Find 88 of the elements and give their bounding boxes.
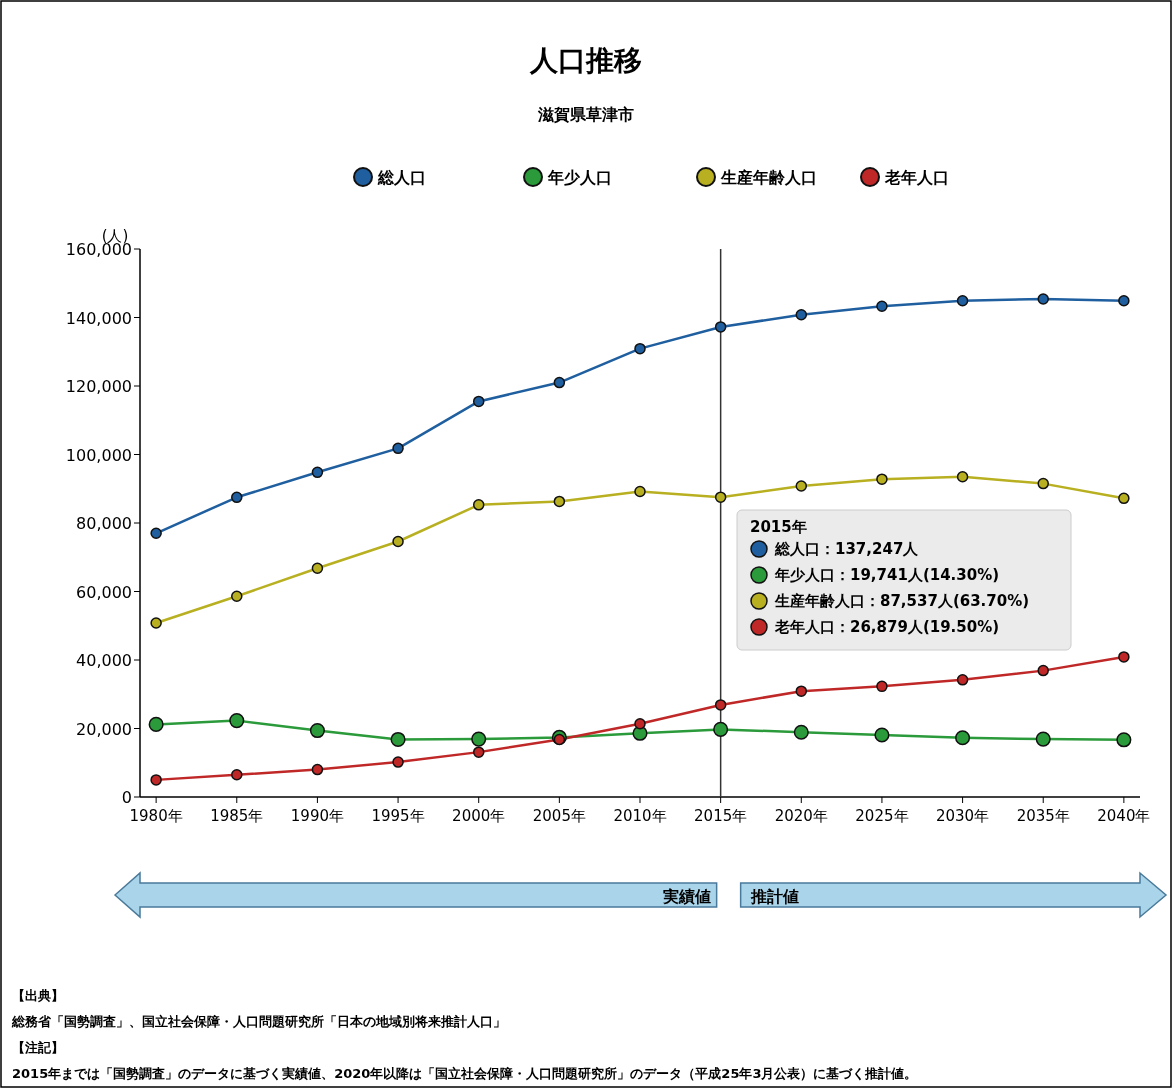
point xyxy=(795,480,808,492)
point xyxy=(471,731,487,747)
point xyxy=(311,562,324,574)
point xyxy=(309,723,325,739)
point xyxy=(634,485,646,498)
y-tick-label: 120,000 xyxy=(65,377,132,396)
point xyxy=(1116,732,1132,748)
point xyxy=(392,756,404,768)
point xyxy=(472,395,485,408)
point xyxy=(876,680,888,693)
point xyxy=(955,730,971,746)
x-tick-label: 2025年 xyxy=(855,807,909,825)
point xyxy=(150,774,162,786)
x-tick-label: 2015年 xyxy=(694,807,748,825)
point xyxy=(390,731,406,748)
point xyxy=(956,674,969,686)
point xyxy=(553,495,566,508)
point xyxy=(793,724,809,740)
x-tick-label: 1980年 xyxy=(129,807,183,825)
y-tick-label: 140,000 xyxy=(65,308,132,328)
annotation: 老年人口：26,879人(19.50%) xyxy=(774,618,1000,636)
point xyxy=(714,699,727,711)
point xyxy=(553,376,566,389)
point xyxy=(1118,294,1130,307)
x-tick-label: 1985年 xyxy=(210,807,264,825)
arrow-actual: 実績値 xyxy=(113,871,718,919)
point xyxy=(714,491,727,503)
legend-label: 総人口 xyxy=(377,168,426,187)
x-tick-label: 2005年 xyxy=(532,807,586,825)
point xyxy=(472,746,485,758)
point xyxy=(1035,731,1051,747)
legend-label: 年少人口 xyxy=(547,168,612,187)
legend-label: 生産年齢人口 xyxy=(720,168,817,187)
point xyxy=(472,499,485,511)
x-tick-label: 1990年 xyxy=(290,807,345,825)
point xyxy=(874,727,890,743)
point xyxy=(714,321,727,333)
text: 2015年までは「国勢調査」のデータに基づく実績値、2020年以降は「国立社会保障・人口問題研究所」のデータ（平成25年3月公表）に基づく推計値。 xyxy=(12,1066,918,1081)
y-tick-label: 20,000 xyxy=(76,719,132,739)
annotation: 2015年 xyxy=(750,518,807,536)
text: 総務省「国勢調査」、国立社会保障・人口問題研究所「日本の地域別将来推計人口」 xyxy=(11,1014,506,1029)
x-tick-label: 1995年 xyxy=(371,807,425,825)
point xyxy=(876,473,888,485)
point xyxy=(634,342,646,355)
y-tick-label: 40,000 xyxy=(76,651,132,670)
point xyxy=(311,763,324,776)
y-tick-label: 0 xyxy=(121,788,132,807)
point xyxy=(231,590,243,603)
point xyxy=(148,716,164,732)
x-tick-label: 2040年 xyxy=(1097,807,1151,825)
point xyxy=(713,721,729,737)
point xyxy=(1037,664,1049,677)
point xyxy=(392,535,404,548)
point xyxy=(150,527,162,540)
x-tick-label: 2000年 xyxy=(452,807,506,825)
legend-label: 老年人口 xyxy=(884,168,949,187)
annotation: 総人口：137,247人 xyxy=(774,540,920,558)
point xyxy=(876,300,888,312)
point xyxy=(795,309,808,321)
point xyxy=(795,685,808,697)
chart-title: 人口推移 xyxy=(529,44,642,77)
annotation: 年少人口：19,741人(14.30%) xyxy=(774,566,1000,584)
point xyxy=(1118,651,1130,663)
point xyxy=(553,733,566,746)
point xyxy=(1037,293,1049,305)
point xyxy=(311,466,324,479)
point xyxy=(229,713,245,729)
point xyxy=(1118,492,1130,505)
point xyxy=(392,442,404,455)
point xyxy=(956,471,969,483)
point xyxy=(634,717,646,730)
point xyxy=(956,294,969,307)
x-tick-label: 2020年 xyxy=(774,807,828,825)
point xyxy=(231,491,243,504)
x-tick-label: 2010年 xyxy=(613,807,667,825)
point xyxy=(150,617,162,629)
text: 【出典】 xyxy=(12,988,64,1003)
point xyxy=(1037,477,1049,490)
annotation: 生産年齢人口：87,537人(63.70%) xyxy=(774,592,1030,610)
x-tick-label: 2030年 xyxy=(935,807,990,825)
arrow-estimate: 推計値 xyxy=(739,871,1168,919)
text: 【注記】 xyxy=(12,1040,64,1055)
y-tick-label: 60,000 xyxy=(76,582,132,602)
point xyxy=(231,768,243,781)
x-tick-label: 2035年 xyxy=(1016,807,1070,825)
y-tick-label: 100,000 xyxy=(65,445,132,465)
y-tick-label: 80,000 xyxy=(76,514,132,533)
chart-subtitle: 滋賀県草津市 xyxy=(537,105,634,124)
